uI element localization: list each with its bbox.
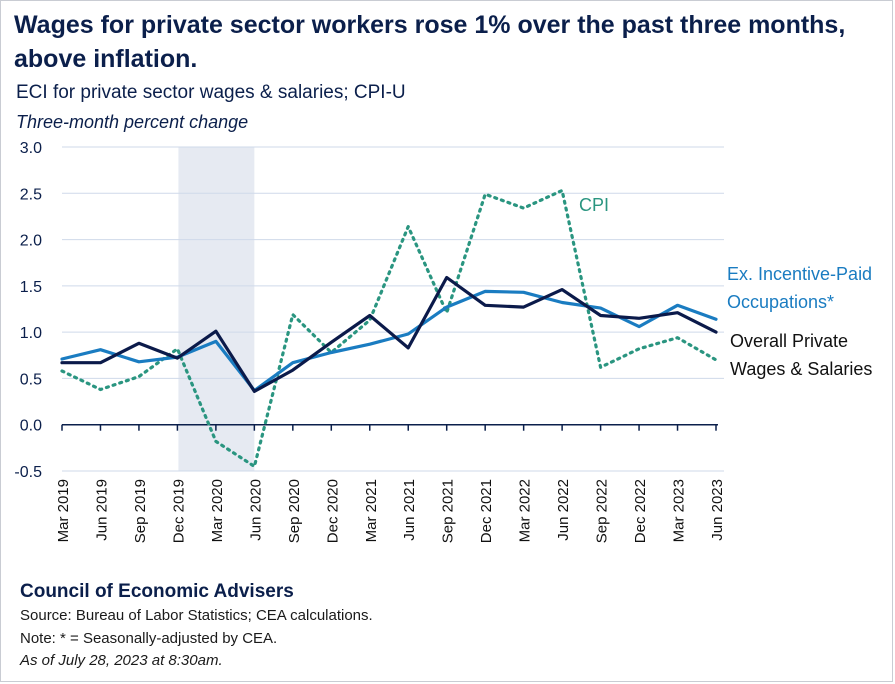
- y-tick-label: 2.0: [20, 233, 42, 250]
- organization-name: Council of Economic Advisers: [20, 581, 294, 602]
- recession-shading: [178, 147, 255, 471]
- chart-subtitle: ECI for private sector wages & salaries;…: [16, 82, 406, 103]
- y-tick-label: 3.0: [20, 140, 42, 157]
- x-tick-label: Jun 2023: [709, 479, 726, 541]
- x-tick-label: Jun 2022: [555, 479, 572, 541]
- y-tick-label: 0.5: [20, 371, 42, 388]
- x-tick-label: Mar 2022: [517, 479, 534, 542]
- x-tick-label: Sep 2019: [132, 479, 149, 543]
- x-tick-label: Jun 2020: [247, 479, 264, 541]
- x-tick-label: Jun 2019: [93, 479, 110, 541]
- x-tick-label: Dec 2019: [170, 479, 187, 543]
- x-tick-label: Mar 2020: [209, 479, 226, 542]
- y-tick-label: 1.5: [20, 279, 42, 296]
- footnote: Note: * = Seasonally-adjusted by CEA.: [20, 630, 278, 647]
- x-tick-label: Sep 2022: [594, 479, 611, 543]
- source-note: Source: Bureau of Labor Statistics; CEA …: [20, 607, 373, 624]
- y-tick-label: -0.5: [14, 464, 42, 481]
- series-line-ex_incentive: [60, 289, 718, 393]
- x-tick-label: Mar 2019: [55, 479, 72, 542]
- chart-title: Wages for private sector workers rose 1%…: [14, 11, 846, 73]
- series-label-ex-incentive: Occupations*: [727, 292, 834, 312]
- series-line-overall: [60, 275, 718, 393]
- y-tick-label: 0.0: [20, 418, 42, 435]
- x-tick-label: Mar 2023: [671, 479, 688, 542]
- series-label-ex-incentive: Ex. Incentive-Paid: [727, 264, 872, 284]
- series-line-cpi: [60, 188, 718, 468]
- x-tick-label: Mar 2021: [363, 479, 380, 542]
- x-tick-label: Dec 2021: [478, 479, 495, 543]
- series-label-cpi: CPI: [579, 195, 609, 215]
- x-tick-label: Dec 2020: [324, 479, 341, 543]
- series-label-overall: Wages & Salaries: [730, 359, 872, 379]
- x-tick-label: Sep 2020: [286, 479, 303, 543]
- x-tick-label: Sep 2021: [440, 479, 457, 543]
- chart-units-label: Three-month percent change: [16, 112, 249, 132]
- series-label-overall: Overall Private: [730, 331, 848, 351]
- y-tick-label: 1.0: [20, 325, 42, 342]
- as-of-timestamp: As of July 28, 2023 at 8:30am.: [20, 652, 223, 669]
- x-tick-label: Dec 2022: [632, 479, 649, 543]
- x-tick-label: Jun 2021: [401, 479, 418, 541]
- y-tick-label: 2.5: [20, 186, 42, 203]
